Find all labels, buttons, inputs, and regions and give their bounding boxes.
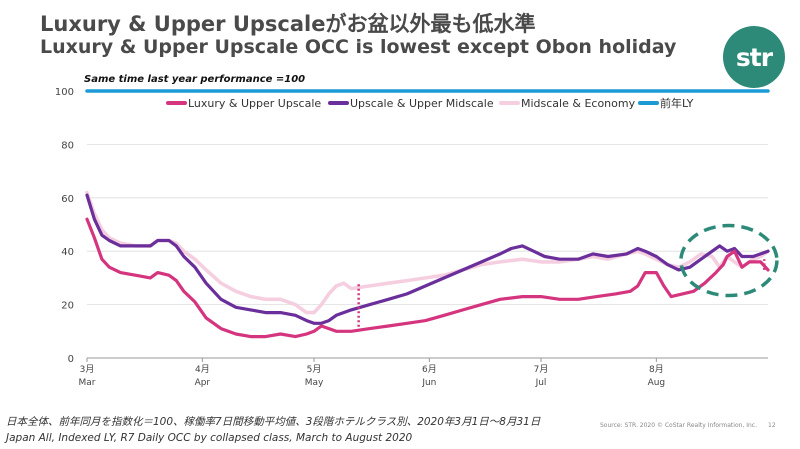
chart-note: Same time last year performance =100 xyxy=(84,74,306,85)
series-line-upscale xyxy=(85,193,770,325)
y-tick-label: 0 xyxy=(68,354,74,365)
x-tick-label-bottom: May xyxy=(305,378,324,388)
footer-note-jp: 日本全体、前年同月を指数化＝100、稼働率7日間移動平均値、3段階ホテルクラス別… xyxy=(6,416,541,428)
footer-note-en: Japan All, Indexed LY, R7 Daily OCC by c… xyxy=(6,432,413,444)
x-tick-label-bottom: Jun xyxy=(421,378,436,388)
x-tick-label-top: 6月 xyxy=(422,364,437,375)
page-title-en: Luxury & Upper Upscale OCC is lowest exc… xyxy=(40,36,677,58)
y-tick-label: 80 xyxy=(61,140,74,151)
obon-highlight-ellipse xyxy=(679,223,779,298)
chart-series xyxy=(85,89,770,339)
series-line-midscale xyxy=(85,190,770,315)
chart-markers xyxy=(357,223,779,332)
x-tick-label-bottom: Jul xyxy=(535,378,547,388)
x-tick-label-top: 8月 xyxy=(649,364,664,375)
x-tick-label-bottom: Apr xyxy=(195,378,211,388)
str-logo: str xyxy=(723,26,785,88)
x-tick-label-bottom: Aug xyxy=(648,378,666,388)
y-tick-label: 100 xyxy=(55,87,74,98)
page-number: 12 xyxy=(768,422,776,429)
legend-label-upscale: Upscale & Upper Midscale xyxy=(350,97,494,110)
y-axis-ticks: 0 20 40 60 80 100 xyxy=(55,87,74,365)
y-tick-label: 60 xyxy=(61,194,74,205)
y-tick-label: 40 xyxy=(61,247,74,258)
x-tick-label-bottom: Mar xyxy=(79,378,96,388)
legend-label-midscale: Midscale & Economy xyxy=(521,97,636,110)
legend-label-ly: 前年LY xyxy=(660,96,694,110)
x-tick-label-top: 5月 xyxy=(307,364,322,375)
series-line-luxury xyxy=(85,217,770,339)
source-credit: Source: STR. 2020 © CoStar Realty Inform… xyxy=(600,422,758,429)
x-tick-label-top: 4月 xyxy=(195,364,210,375)
y-tick-label: 20 xyxy=(61,301,74,312)
logo-text: str xyxy=(735,42,773,72)
page-title-jp: Luxury & Upper Upscaleがお盆以外最も低水準 xyxy=(40,12,536,36)
x-axis-ticks: 3月 Mar 4月 Apr 5月 May 6月 Jun 7月 Jul 8月 Aug xyxy=(79,358,666,388)
x-tick-label-top: 3月 xyxy=(80,364,95,375)
x-tick-label-top: 7月 xyxy=(534,364,549,375)
grid-lines xyxy=(87,143,768,359)
chart-legend: Luxury & Upper Upscale Upscale & Upper Mi… xyxy=(166,96,694,110)
legend-label-luxury: Luxury & Upper Upscale xyxy=(188,97,321,110)
